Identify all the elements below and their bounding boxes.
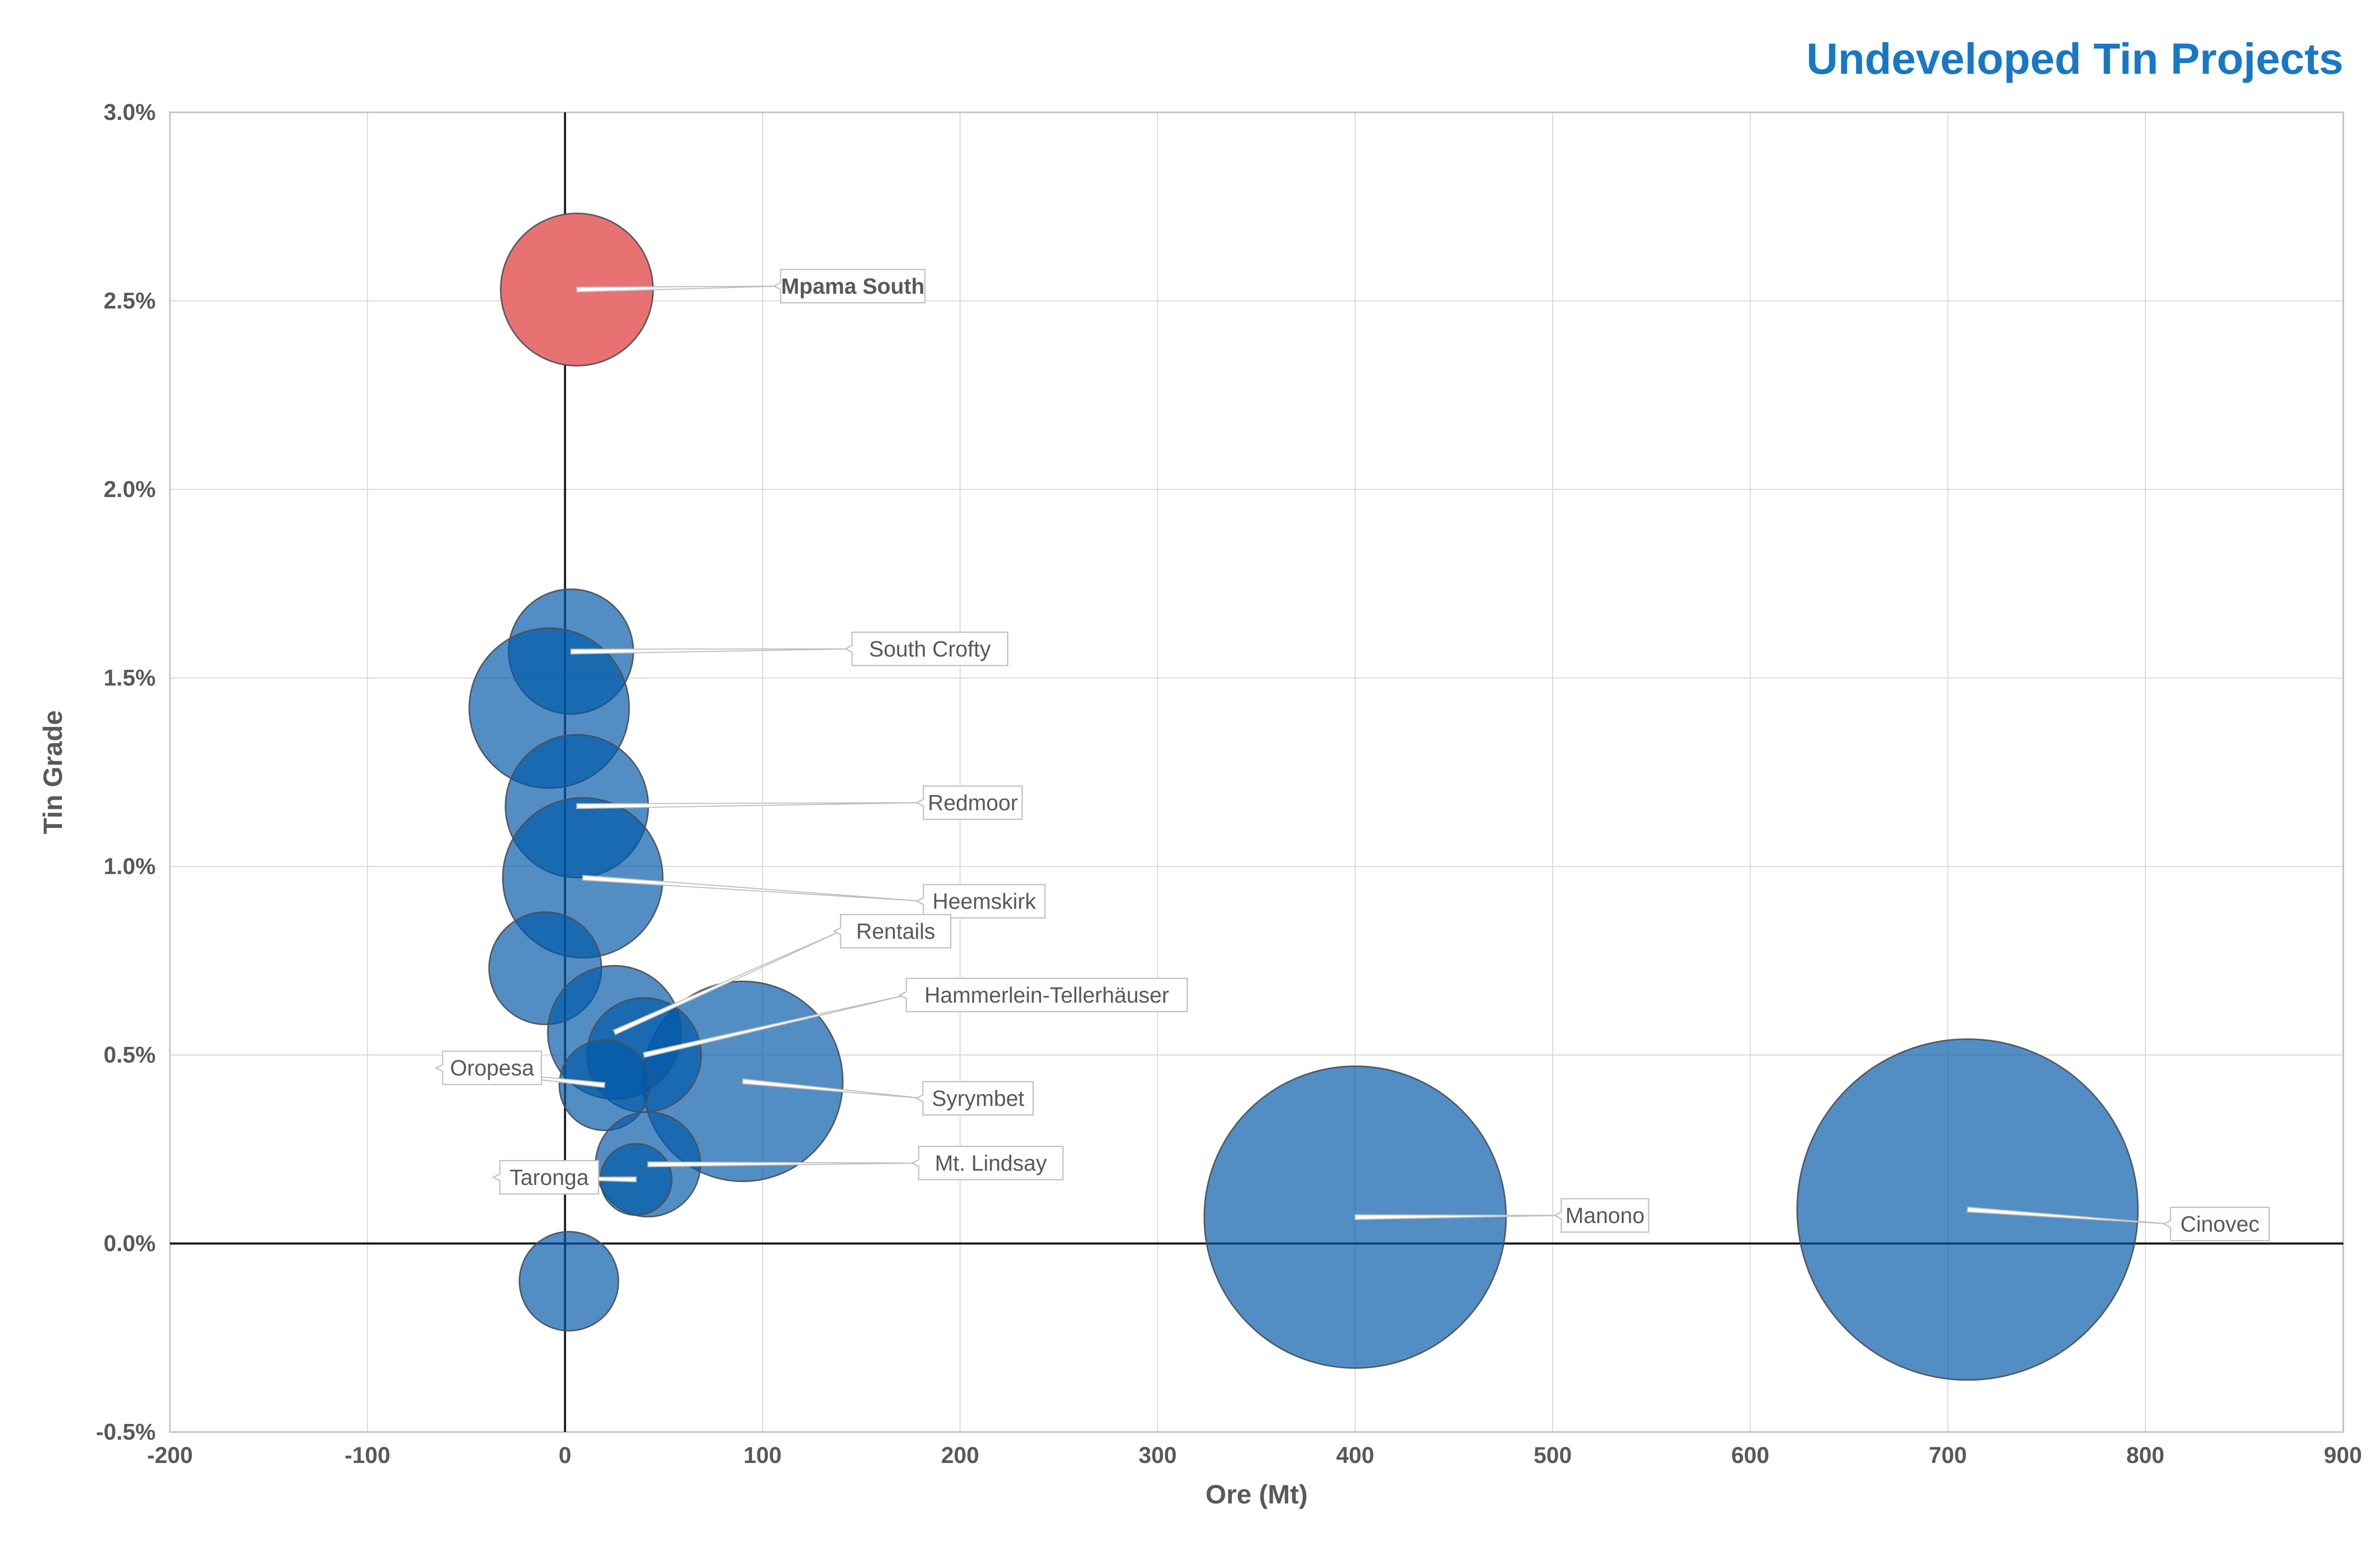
- svg-text:300: 300: [1139, 1443, 1177, 1468]
- svg-text:900: 900: [2324, 1443, 2362, 1468]
- svg-text:3.0%: 3.0%: [104, 100, 156, 125]
- svg-text:Ore (Mt): Ore (Mt): [1206, 1479, 1308, 1509]
- svg-text:-100: -100: [345, 1443, 390, 1468]
- svg-text:100: 100: [744, 1443, 782, 1468]
- svg-text:South Crofty: South Crofty: [869, 637, 991, 661]
- svg-text:0: 0: [559, 1443, 572, 1468]
- svg-text:500: 500: [1534, 1443, 1572, 1468]
- svg-text:Cinovec: Cinovec: [2181, 1212, 2260, 1236]
- svg-text:Hammerlein-Tellerhäuser: Hammerlein-Tellerhäuser: [924, 983, 1169, 1007]
- svg-text:Tin Grade: Tin Grade: [38, 710, 68, 834]
- svg-text:0.0%: 0.0%: [104, 1231, 156, 1256]
- svg-text:Mt. Lindsay: Mt. Lindsay: [935, 1151, 1047, 1175]
- svg-text:Rentails: Rentails: [856, 919, 935, 944]
- svg-text:Mpama South: Mpama South: [781, 274, 925, 298]
- svg-text:2.0%: 2.0%: [104, 477, 156, 502]
- svg-text:0.5%: 0.5%: [104, 1043, 156, 1068]
- svg-text:1.5%: 1.5%: [104, 666, 156, 691]
- svg-text:Heemskirk: Heemskirk: [932, 889, 1036, 914]
- svg-text:600: 600: [1731, 1443, 1769, 1468]
- svg-text:-200: -200: [147, 1443, 193, 1468]
- svg-text:Oropesa: Oropesa: [450, 1055, 534, 1080]
- svg-text:-0.5%: -0.5%: [96, 1420, 156, 1445]
- svg-text:Redmoor: Redmoor: [928, 790, 1018, 815]
- svg-text:Taronga: Taronga: [510, 1165, 589, 1190]
- svg-text:800: 800: [2126, 1443, 2164, 1468]
- svg-text:200: 200: [941, 1443, 979, 1468]
- svg-text:2.5%: 2.5%: [104, 289, 156, 314]
- svg-text:1.0%: 1.0%: [104, 854, 156, 879]
- svg-text:400: 400: [1336, 1443, 1374, 1468]
- svg-text:700: 700: [1929, 1443, 1967, 1468]
- svg-text:Manono: Manono: [1566, 1203, 1645, 1228]
- svg-text:Undeveloped Tin Projects: Undeveloped Tin Projects: [1806, 35, 2343, 83]
- svg-text:Syrymbet: Syrymbet: [932, 1086, 1024, 1111]
